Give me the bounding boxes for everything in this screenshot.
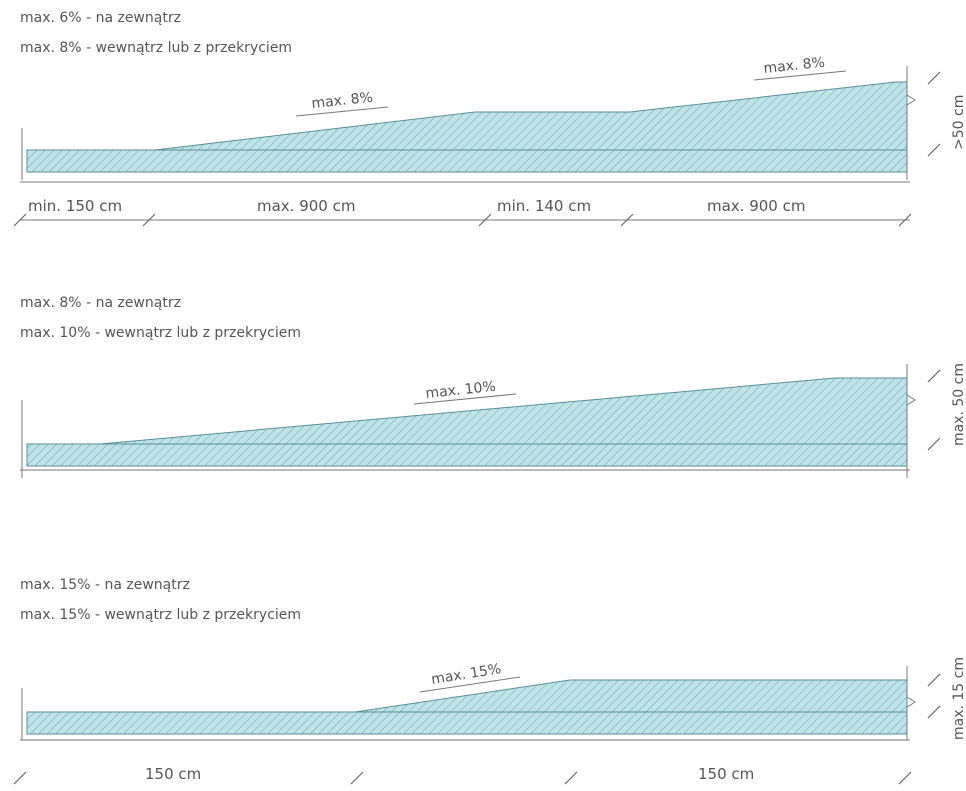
ramp-1-slope-underline-1 <box>295 106 389 117</box>
ramp-1-dim-4: max. 900 cm <box>707 197 805 215</box>
ramp-1-dim-3-bg <box>494 196 622 216</box>
ramp-2-height-tick-bottom <box>927 437 941 451</box>
ramp-3-dim-tick-3 <box>564 771 578 785</box>
ramp-1: max. 6% - na zewnątrz max. 8% - wewnątrz… <box>13 10 966 227</box>
ramp-2-break-mark <box>906 364 916 478</box>
ramp-3-height-label: max. 15 cm <box>951 657 966 740</box>
ramp-1-dim-tick-4 <box>620 213 634 227</box>
ramp-1-height-tick-bottom <box>927 143 941 157</box>
ramp-2-caption-inside: max. 10% - wewnątrz lub z przekryciem <box>20 325 301 341</box>
ramp-1-dim-tick-5 <box>898 213 912 227</box>
ramp-1-slope-label-2: max. 8% <box>763 55 826 77</box>
ramp-3-break-mark <box>906 666 916 740</box>
ramp-1-dim-2-bg <box>254 196 388 216</box>
ramp-3-dim-1: 150 cm <box>145 765 201 783</box>
ramp-3-dim-tick-2 <box>350 771 364 785</box>
ramp-1-dim-1-bg <box>26 196 150 216</box>
ramp-1-slope-label-1: max. 8% <box>311 90 374 112</box>
ramp-1-caption-inside: max. 8% - wewnątrz lub z przekryciem <box>20 40 292 56</box>
ramp-3-dim-2: 150 cm <box>698 765 754 783</box>
ramp-2-slope-underline <box>413 393 517 405</box>
ramp-1-dim-tick-2 <box>142 213 156 227</box>
ramp-3-dim-tick-4 <box>898 771 912 785</box>
ramp-2: max. 8% - na zewnątrz max. 10% - wewnątr… <box>20 295 966 478</box>
ramp-2-height-tick-top <box>927 369 941 383</box>
ramp-2-height-label: max. 50 cm <box>951 363 966 446</box>
ramp-1-dim-1: min. 150 cm <box>28 197 122 215</box>
ramp-1-height-label: >50 cm <box>951 95 966 150</box>
ramp-2-caption-outside: max. 8% - na zewnątrz <box>20 295 181 311</box>
ramp-3-dim-tick-1 <box>13 771 27 785</box>
ramp-1-dim-tick-3 <box>478 213 492 227</box>
ramp-3-base-slab <box>26 711 908 735</box>
ramp-1-break-mark <box>906 66 916 180</box>
ramp-3-caption-outside: max. 15% - na zewnątrz <box>20 577 190 593</box>
ramp-1-dim-2: max. 900 cm <box>257 197 355 215</box>
ramp-3-caption-inside: max. 15% - wewnątrz lub z przekryciem <box>20 607 301 623</box>
ramp-2-slope-label: max. 10% <box>425 379 497 402</box>
ramp-2-base-slab <box>26 443 908 467</box>
ramp-3-slope-label: max. 15% <box>430 661 502 688</box>
ramp-1-dim-tick-1 <box>13 213 27 227</box>
ramp-1-height-tick-top <box>927 71 941 85</box>
ramp-1-base-slab <box>26 149 908 173</box>
ramp-1-caption-outside: max. 6% - na zewnątrz <box>20 10 181 26</box>
ramp-3: max. 15% - na zewnątrz max. 15% - wewnąt… <box>13 577 966 785</box>
ramp-1-dim-4-bg <box>704 196 838 216</box>
ramp-1-profile <box>27 81 908 151</box>
ramp-2-profile <box>27 377 908 445</box>
ramp-3-slope-underline <box>419 676 521 693</box>
ramp-3-profile <box>27 679 908 713</box>
ramp-3-height-tick-top <box>927 673 941 687</box>
ramp-1-slope-underline-2 <box>753 70 847 81</box>
ramp-1-dim-3: min. 140 cm <box>497 197 591 215</box>
ramp-3-height-tick-bottom <box>927 705 941 719</box>
